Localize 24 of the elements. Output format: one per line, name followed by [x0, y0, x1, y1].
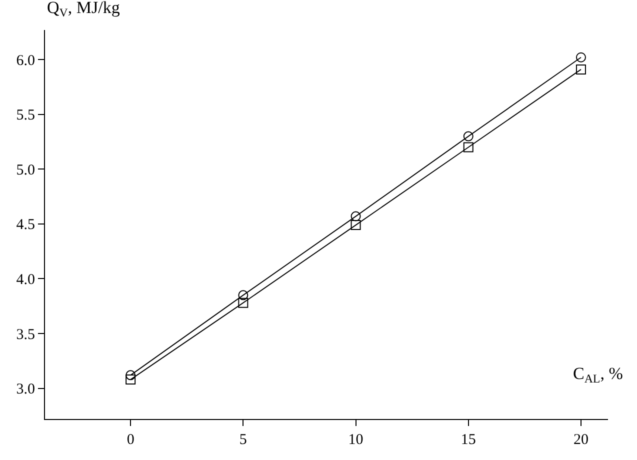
y-tick-label: 3.5 — [16, 326, 35, 343]
point — [126, 374, 136, 385]
point — [463, 142, 474, 152]
point — [350, 220, 361, 230]
point — [576, 52, 586, 62]
y-tick-label: 6.0 — [16, 52, 35, 69]
x-tick-label: 5 — [239, 432, 247, 448]
point — [576, 64, 586, 74]
y-axis-title: Q$_{V}$, MJ/kg — [47, 0, 120, 20]
point — [238, 290, 248, 300]
x-tick-label: 0 — [126, 432, 134, 448]
point — [126, 370, 136, 380]
x-tick-label: 15 — [460, 432, 476, 448]
x-tick-label: 20 — [573, 432, 588, 448]
point — [463, 131, 474, 142]
x-axis-title: C$_{AL}$, % — [573, 364, 623, 386]
y-tick-label: 4.0 — [16, 272, 35, 288]
y-tick-label: 5.5 — [16, 108, 35, 124]
y-tick-label: 5.0 — [16, 162, 35, 178]
x-tick-label: 10 — [348, 432, 364, 448]
y-tick-label: 4.5 — [16, 217, 35, 234]
point — [238, 298, 248, 308]
y-tick-label: 3.0 — [16, 382, 35, 398]
point — [350, 211, 361, 222]
